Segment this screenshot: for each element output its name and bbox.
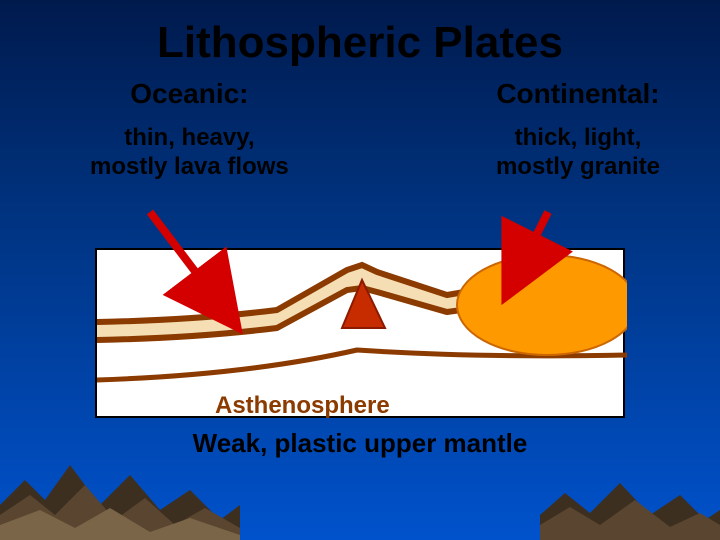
continental-line1: thick, light,: [515, 124, 642, 151]
continental-desc: thick, light, mostly granite: [496, 124, 660, 182]
page-title: Lithospheric Plates: [0, 0, 720, 68]
oceanic-header: Oceanic:: [90, 78, 289, 110]
continental-column: Continental: thick, light, mostly granit…: [496, 78, 660, 182]
oceanic-column: Oceanic: thin, heavy, mostly lava flows: [90, 78, 289, 182]
columns-row: Oceanic: thin, heavy, mostly lava flows …: [0, 68, 720, 182]
continental-header: Continental:: [496, 78, 660, 110]
oceanic-desc: thin, heavy, mostly lava flows: [90, 124, 289, 182]
continental-line2: mostly granite: [496, 153, 660, 180]
oceanic-line1: thin, heavy,: [124, 124, 254, 151]
continental-mass: [457, 255, 627, 355]
mountains-right-icon: [540, 465, 720, 540]
mountains-left-icon: [0, 450, 240, 540]
asthenosphere-label: Asthenosphere: [215, 392, 390, 420]
oceanic-line2: mostly lava flows: [90, 153, 289, 180]
